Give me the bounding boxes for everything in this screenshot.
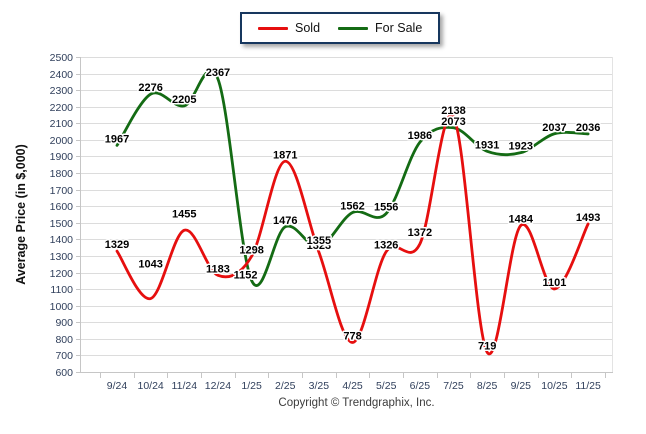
data-label: 1323: [307, 240, 331, 252]
data-label: 2367: [206, 67, 230, 79]
x-tick-label: 9/25: [511, 380, 532, 392]
data-label: 1556: [374, 202, 398, 214]
sold-data-labels: 1329 1043 1455 1183 1298 1871 1323 778 1326 1372 2…: [103, 104, 602, 354]
data-label: 1931: [475, 139, 499, 151]
sold-line: [115, 113, 590, 356]
x-tick-label: 5/25: [376, 380, 397, 392]
data-label: 2037: [542, 122, 566, 134]
data-label: 1986: [408, 130, 432, 142]
y-tick-label: 600: [55, 367, 73, 379]
y-tick-label: 2100: [50, 118, 74, 130]
data-label: 1455: [172, 208, 196, 220]
x-tick-label: 8/25: [477, 380, 498, 392]
y-tick-label: 1000: [50, 301, 74, 313]
legend-item-for-sale: For Sale: [338, 21, 422, 35]
data-label: 1183: [206, 263, 230, 275]
x-tick-label: 9/24: [107, 380, 128, 392]
y-tick-label: 2000: [50, 135, 74, 147]
data-label: 2205: [172, 94, 196, 106]
y-tick-label: 1900: [50, 151, 74, 163]
sold-line-swatch: [258, 26, 288, 30]
x-tick-label: 10/24: [138, 380, 164, 392]
data-label: 1298: [239, 244, 263, 256]
y-tick-label: 2400: [50, 69, 74, 81]
data-label: 1152: [234, 269, 258, 281]
x-tick-label: 10/25: [541, 380, 567, 392]
data-label: 1101: [543, 277, 567, 289]
x-axis-tick-labels: 9/24 10/24 11/24 12/24 1/25 2/25 3/25 4/25 5/25 6…: [107, 380, 601, 392]
y-tick-label: 1800: [50, 168, 74, 180]
x-tick-label: 12/24: [205, 380, 231, 392]
y-tick-label: 800: [55, 334, 73, 346]
data-label: 1562: [340, 201, 364, 213]
for-sale-line-swatch: [338, 26, 369, 30]
y-tick-label: 1400: [50, 234, 74, 246]
y-tick-label: 2500: [50, 52, 74, 64]
data-label: 778: [343, 330, 361, 342]
y-axis-title: Average Price (in $,000): [14, 144, 28, 285]
data-label: 1493: [576, 212, 600, 224]
y-tick-label: 1300: [50, 251, 74, 263]
data-label: 1326: [374, 240, 398, 252]
x-tick-label: 4/25: [342, 380, 363, 392]
x-tick-label: 11/25: [575, 380, 601, 392]
for-sale-line: [115, 69, 590, 287]
x-tick-label: 7/25: [443, 380, 464, 392]
data-label: 2276: [138, 82, 162, 94]
y-tick-label: 1200: [50, 268, 74, 280]
legend-label-sold: Sold: [295, 21, 321, 35]
y-tick-label: 1100: [50, 284, 73, 296]
x-tick-label: 11/24: [172, 380, 198, 392]
data-label: 2073: [441, 116, 465, 128]
data-label: 1967: [105, 133, 129, 145]
axes: [76, 57, 613, 378]
for-sale-data-labels: 1967 2276 2205 2367 1152 1476 1355 1562 1556 1986…: [103, 66, 602, 283]
data-label: 1476: [273, 215, 297, 227]
x-tick-label: 1/25: [241, 380, 262, 392]
y-tick-label: 2300: [50, 85, 74, 97]
gridlines: [80, 57, 613, 373]
data-label: 1372: [408, 227, 432, 239]
data-label: 1043: [138, 259, 162, 271]
x-tick-label: 2/25: [275, 380, 296, 392]
x-tick-label: 6/25: [410, 380, 431, 392]
y-tick-label: 900: [55, 317, 73, 329]
y-tick-label: 1500: [50, 218, 74, 230]
data-label: 2138: [441, 105, 465, 117]
y-tick-label: 2200: [50, 102, 74, 114]
y-tick-label: 1600: [50, 201, 74, 213]
data-label: 719: [478, 340, 496, 352]
chart-legend: Sold For Sale: [240, 12, 441, 44]
legend-item-sold: Sold: [258, 21, 320, 35]
data-label: 1355: [307, 235, 331, 247]
data-label: 2036: [576, 122, 600, 134]
data-label: 1484: [509, 213, 534, 225]
x-tick-label: 3/25: [309, 380, 330, 392]
data-label: 1871: [273, 149, 297, 161]
y-tick-label: 1700: [50, 185, 74, 197]
y-tick-label: 700: [55, 350, 73, 362]
data-label: 1923: [509, 141, 533, 153]
copyright-text: Copyright © Trendgraphix, Inc.: [278, 397, 435, 409]
data-label: 1329: [105, 239, 129, 251]
y-axis-tick-labels: 600 700 800 900 1000 1100 1200 1300 1400 1500 1600…: [50, 52, 74, 379]
legend-label-for-sale: For Sale: [375, 21, 423, 35]
